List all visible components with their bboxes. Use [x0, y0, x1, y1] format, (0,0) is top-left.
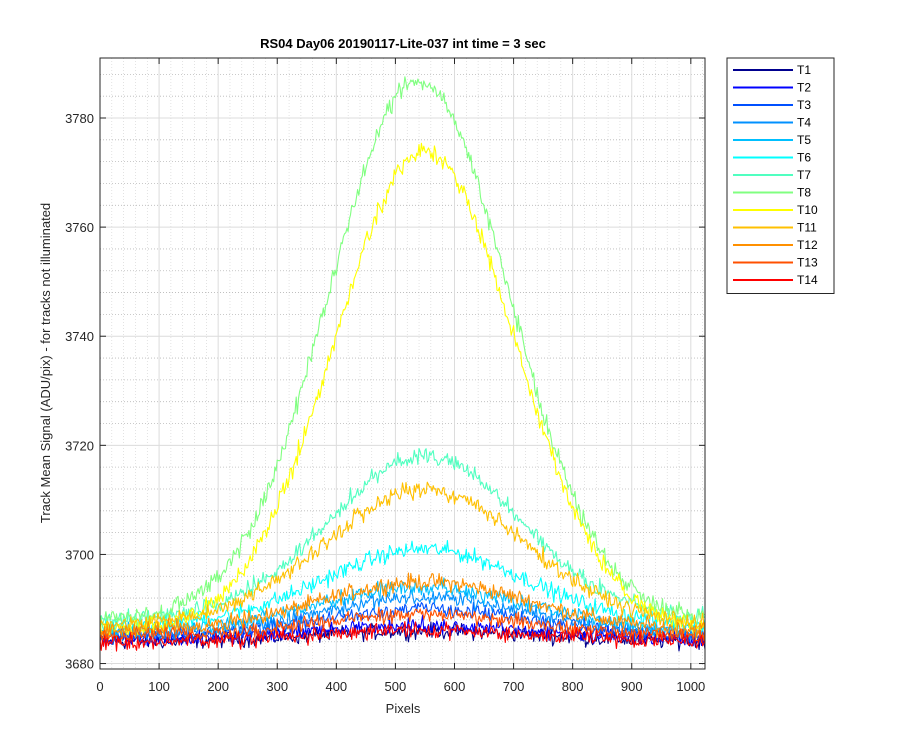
y-tick-label: 3740 [65, 329, 94, 344]
axes: 0 100 200 300 400 500 600 700 800 900 1000 3680 3700… [65, 57, 706, 694]
legend-label-t12: T12 [797, 238, 818, 252]
y-tick-label: 3780 [65, 111, 94, 126]
legend-label-t4: T4 [797, 116, 811, 130]
chart-title: RS04 Day06 20190117-Lite-037 int time = … [260, 36, 546, 51]
legend: T1 T2 T3 T4 T5 T6 T7 T8 T10 T11 T12 T13 T14 [726, 57, 835, 294]
legend-label-t7: T7 [797, 168, 811, 182]
y-axis-label: Track Mean Signal (ADU/pix) - for tracks… [38, 203, 53, 523]
legend-label-t6: T6 [797, 151, 811, 165]
x-tick-label: 200 [207, 679, 229, 694]
x-axis-label: Pixels [386, 701, 421, 716]
x-tick-label: 100 [148, 679, 170, 694]
x-tick-label: 600 [444, 679, 466, 694]
x-tick-label: 500 [385, 679, 407, 694]
legend-label-t11: T11 [797, 221, 817, 235]
grid [99, 58, 705, 669]
x-tick-label: 900 [621, 679, 643, 694]
series-line-t8 [99, 76, 706, 628]
x-tick-label: 0 [96, 679, 103, 694]
legend-label-t3: T3 [797, 98, 811, 112]
axes-box [99, 57, 706, 670]
legend-label-t5: T5 [797, 133, 811, 147]
series-line-t13 [99, 606, 706, 645]
legend-label-t10: T10 [797, 203, 818, 217]
series-line-t14 [99, 620, 706, 652]
series-line-t10 [99, 142, 706, 637]
legend-label-t1: T1 [797, 63, 811, 77]
x-tick-label: 700 [503, 679, 525, 694]
series-line-t3 [99, 601, 706, 646]
series-line-t11 [99, 481, 706, 634]
y-tick-label: 3720 [65, 438, 94, 453]
series-lines [99, 76, 706, 652]
plot-area [100, 58, 705, 669]
x-tick-label: 400 [325, 679, 347, 694]
legend-label-t2: T2 [797, 81, 811, 95]
legend-label-t13: T13 [797, 256, 818, 270]
x-tick-label: 800 [562, 679, 584, 694]
x-tick-label: 300 [266, 679, 288, 694]
series-line-t12 [99, 572, 706, 639]
y-tick-label: 3680 [65, 657, 94, 672]
y-tick-label: 3700 [65, 547, 94, 562]
legend-label-t8: T8 [797, 186, 811, 200]
legend-label-t14: T14 [797, 273, 818, 287]
x-tick-label: 1000 [676, 679, 705, 694]
y-tick-label: 3760 [65, 220, 94, 235]
